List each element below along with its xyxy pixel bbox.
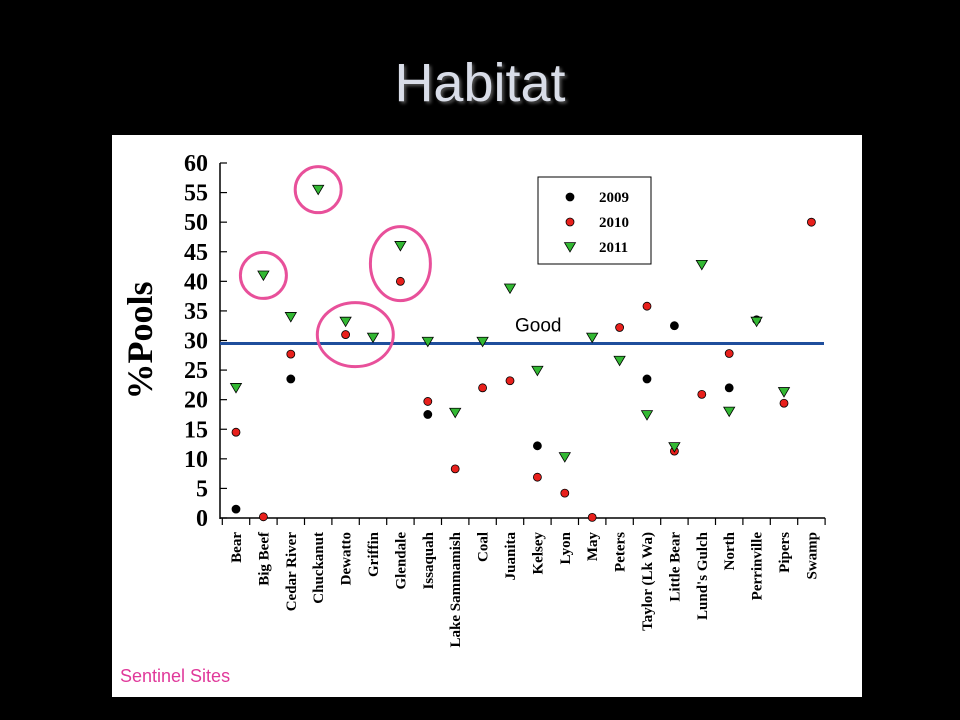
data-point [257, 270, 270, 282]
y-tick-label: 20 [184, 388, 208, 414]
data-point [750, 316, 763, 328]
data-point [229, 383, 243, 394]
data-point [286, 349, 296, 359]
data-point [777, 387, 791, 398]
x-tick-label: Peters [613, 532, 629, 572]
y-tick-label: 10 [184, 447, 208, 473]
data-point [670, 321, 679, 331]
x-tick-label: Coal [476, 532, 492, 562]
x-tick-label: Chuckanut [311, 532, 327, 604]
data-point [423, 410, 433, 419]
x-tick-label: Cedar River [284, 532, 300, 612]
data-point [531, 365, 544, 377]
data-point [394, 241, 407, 252]
data-point [449, 407, 462, 419]
x-tick-label: May [585, 532, 601, 562]
data-point [807, 217, 816, 227]
x-tick-label: Little Bear [667, 532, 683, 602]
data-point [586, 332, 599, 344]
data-point [779, 398, 789, 408]
data-point [642, 374, 652, 384]
data-point [286, 374, 296, 384]
x-tick-label: Lyon [558, 531, 574, 564]
legend-label: 2009 [599, 190, 629, 206]
highlight-circle [238, 250, 288, 300]
x-tick-label: Dewatto [339, 532, 355, 585]
y-tick-label: 40 [184, 269, 208, 295]
y-tick-label: 30 [184, 329, 208, 355]
data-point [723, 406, 736, 418]
legend-label: 2011 [599, 240, 628, 256]
data-point [231, 427, 241, 437]
x-tick-label: Lund's Gulch [695, 531, 711, 620]
x-tick-label: Bear [229, 532, 245, 563]
data-point [642, 301, 652, 311]
data-point [695, 259, 708, 271]
x-tick-label: Taylor (Lk Wa) [640, 532, 656, 631]
data-point [341, 330, 351, 339]
legend-box [537, 176, 652, 265]
data-point [724, 349, 734, 358]
data-point [421, 336, 434, 348]
x-tick-label: Perrinville [750, 532, 766, 601]
highlight-circle [315, 301, 395, 369]
y-tick-label: 0 [196, 506, 208, 532]
x-tick-label: Griffin [366, 531, 382, 577]
y-axis-label: %Pools [120, 281, 160, 399]
y-tick-label: 5 [196, 476, 208, 502]
highlight-circle [368, 225, 432, 303]
data-point [339, 316, 352, 328]
data-point [284, 312, 297, 323]
x-tick-label: Kelsey [530, 532, 546, 575]
data-point [503, 283, 517, 295]
data-point [668, 442, 681, 453]
data-point [587, 513, 597, 522]
data-point [615, 323, 625, 332]
data-point [560, 488, 570, 498]
chart-panel: 0 5 10 15 20 25 30 35 40 45 50 55 60 Bear Big Beef Ceda… [112, 135, 862, 697]
y-tick-label: 25 [184, 358, 208, 384]
reference-line-label: Good [515, 315, 561, 336]
y-tick-label: 35 [184, 299, 208, 325]
x-tick-label: Juanita [503, 532, 519, 581]
data-point [505, 376, 515, 386]
x-tick-label: Pipers [777, 532, 793, 573]
data-point [565, 192, 575, 202]
x-tick-label: North [722, 531, 738, 570]
data-point [640, 410, 654, 421]
legend-label: 2010 [599, 215, 629, 231]
data-point [476, 336, 489, 348]
scatter-chart: 0 5 10 15 20 25 30 35 40 45 50 55 60 Bear Big Beef Ceda… [120, 151, 826, 647]
highlight-circle [293, 165, 343, 215]
data-point [532, 441, 542, 451]
data-point [478, 383, 488, 393]
y-tick-label: 50 [184, 210, 208, 236]
y-tick-label: 15 [184, 417, 208, 443]
x-tick-label: Big Beef [256, 531, 272, 586]
data-point [724, 383, 734, 393]
data-point [423, 397, 433, 406]
data-point [532, 472, 542, 482]
y-tick-label: 55 [184, 181, 208, 207]
data-point [450, 464, 460, 474]
x-tick-label: Issaquah [421, 531, 437, 589]
data-point [366, 332, 380, 344]
footer-label: Sentinel Sites [120, 666, 231, 686]
data-point [395, 276, 405, 286]
data-point [231, 504, 241, 514]
data-point [558, 452, 571, 463]
data-point [697, 389, 707, 399]
data-point [613, 355, 626, 367]
data-point [563, 242, 577, 253]
data-point [565, 217, 575, 227]
x-tick-label: Lake Sammamish [448, 531, 464, 647]
x-tick-label: Swamp [804, 532, 820, 580]
y-tick-label: 60 [184, 151, 208, 177]
data-point [312, 184, 325, 196]
data-point [258, 512, 268, 522]
x-tick-label: Glendale [393, 532, 409, 590]
slide-title: Habitat [394, 53, 566, 113]
y-tick-label: 45 [184, 240, 208, 266]
